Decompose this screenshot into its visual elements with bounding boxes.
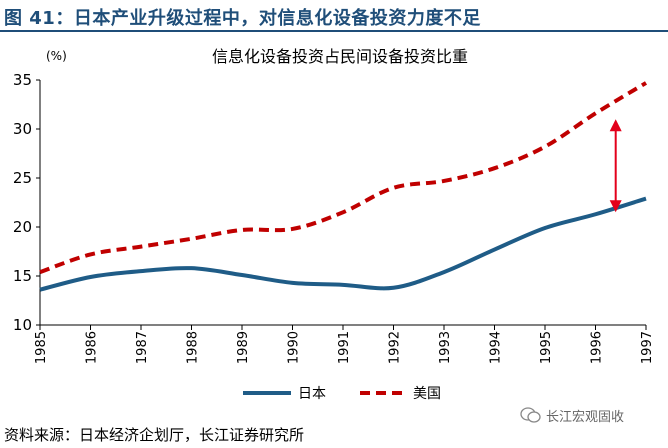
y-tick-label: 20	[13, 218, 32, 236]
x-tick-label: 1987	[135, 331, 150, 364]
title-rule	[0, 30, 668, 32]
wechat-icon	[520, 407, 541, 423]
x-tick-label: 1991	[337, 331, 352, 364]
x-tick-label: 1985	[34, 331, 49, 364]
y-tick-label: 25	[13, 169, 32, 187]
y-tick-label: 30	[13, 120, 32, 138]
x-tick-label: 1989	[236, 331, 251, 364]
legend: 日本 美国	[243, 386, 441, 402]
x-tick-label: 1995	[539, 331, 554, 364]
x-tick-label: 1993	[438, 331, 453, 364]
x-tick-label: 1996	[590, 331, 605, 364]
x-tick-label: 1997	[640, 331, 655, 364]
watermark-text: 长江宏观固收	[546, 409, 625, 425]
x-tick-label: 1994	[489, 331, 504, 364]
legend-label-japan: 日本	[298, 386, 326, 402]
y-tick-label: 35	[13, 71, 32, 89]
x-tick-label: 1990	[287, 331, 302, 364]
x-tick-label: 1992	[388, 331, 403, 364]
line-chart: 信息化设备投资占民间设备投资比重 (%) 10 15 20 25 30 35 1985 198…	[13, 47, 655, 402]
figure-title: 图 41：日本产业升级过程中，对信息化设备投资力度不足	[4, 8, 481, 29]
series-line-usa	[39, 81, 648, 274]
legend-label-usa: 美国	[413, 386, 441, 402]
series-layer	[39, 81, 648, 292]
y-unit-label: (%)	[46, 49, 67, 63]
chart-title: 信息化设备投资占民间设备投资比重	[212, 47, 468, 66]
x-tick-label: 1986	[85, 331, 100, 364]
series-line-japan	[39, 196, 647, 292]
source-note: 资料来源：日本经济企划厅，长江证券研究所	[4, 426, 305, 444]
y-tick-label: 10	[13, 316, 32, 334]
watermark: 长江宏观固收	[520, 404, 624, 426]
gap-arrow-head-bottom	[609, 200, 622, 213]
gap-arrow-head-top	[609, 119, 622, 132]
x-tick-label: 1988	[186, 331, 201, 364]
axes: 10 15 20 25 30 35 1985 1986 1987 1988 1989 1990 1991…	[13, 71, 655, 364]
y-tick-label: 15	[13, 267, 32, 285]
annotation-layer	[609, 119, 622, 213]
